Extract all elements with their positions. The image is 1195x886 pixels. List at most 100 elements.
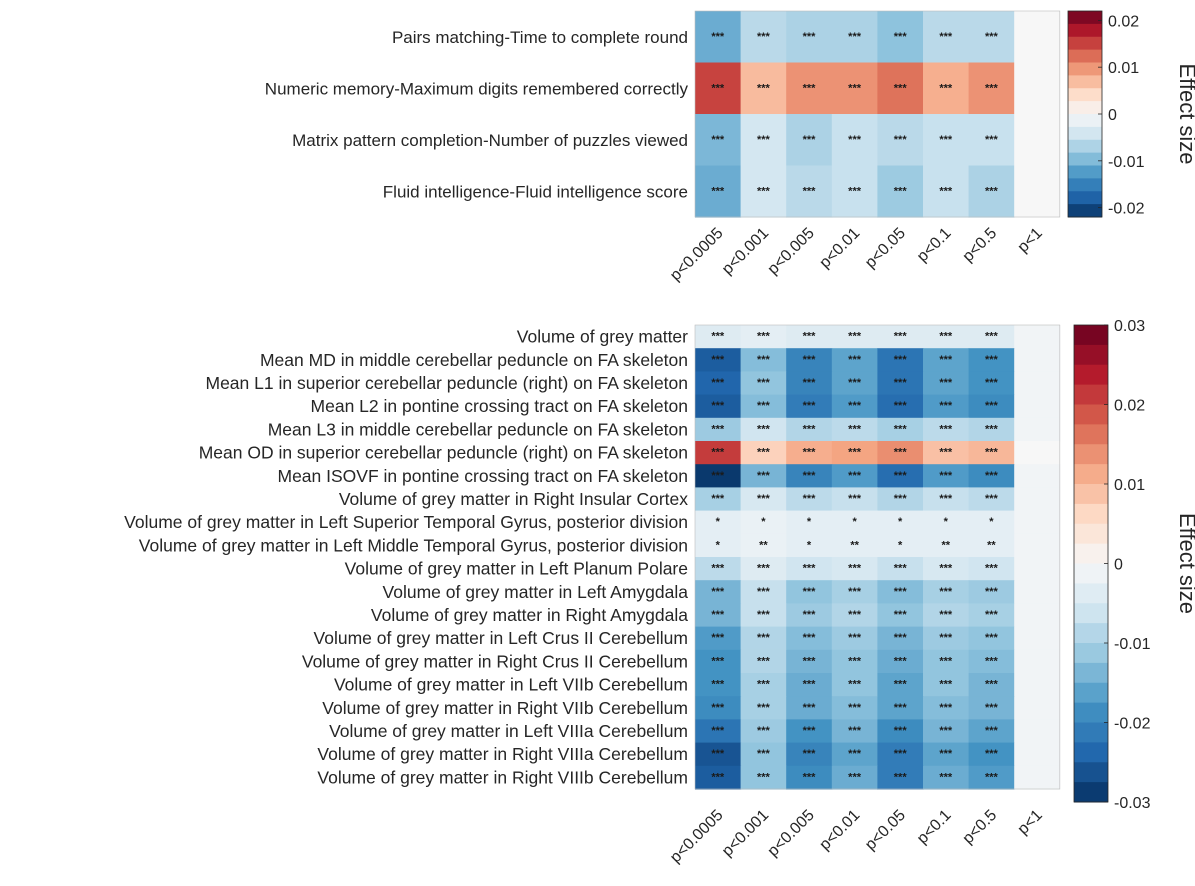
significance-stars: *** bbox=[985, 655, 999, 667]
heatmap-cell bbox=[923, 114, 970, 167]
significance-stars: *** bbox=[757, 655, 771, 667]
heatmap-cell bbox=[786, 765, 833, 790]
significance-stars: *** bbox=[757, 748, 771, 760]
colorbar-tick-label: -0.03 bbox=[1114, 795, 1151, 812]
row-label: Volume of grey matter in Right VIIIb Cer… bbox=[317, 767, 688, 787]
heatmap-frame bbox=[694, 324, 1061, 790]
significance-stars: *** bbox=[985, 354, 999, 366]
heatmap-cell bbox=[695, 114, 742, 167]
heatmap-cell bbox=[1014, 417, 1061, 442]
significance-stars: *** bbox=[757, 447, 771, 459]
significance-stars: *** bbox=[803, 377, 817, 389]
significance-stars: *** bbox=[939, 679, 953, 691]
heatmap-cell bbox=[877, 742, 924, 767]
significance-stars: * bbox=[807, 539, 812, 551]
significance-stars: *** bbox=[894, 679, 908, 691]
heatmap-cell bbox=[740, 533, 787, 558]
colorbar-band bbox=[1074, 404, 1108, 425]
heatmap-cell bbox=[877, 603, 924, 628]
colorbar-band bbox=[1074, 484, 1108, 505]
heatmap-cell bbox=[740, 580, 787, 604]
row-label: Mean MD in middle cerebellar peduncle on… bbox=[260, 350, 688, 370]
heatmap-cell bbox=[740, 394, 787, 419]
x-tick-label: p<0.05 bbox=[862, 225, 909, 272]
significance-stars: *** bbox=[985, 31, 999, 43]
colorbar-band bbox=[1068, 152, 1102, 167]
colorbar-band bbox=[1074, 623, 1108, 644]
x-tick-label: p<1 bbox=[1015, 807, 1046, 838]
colorbar-band bbox=[1068, 126, 1102, 141]
heatmap-cell bbox=[877, 696, 924, 720]
significance-stars: *** bbox=[894, 725, 908, 737]
heatmap-cell bbox=[740, 62, 787, 115]
heatmap-cell bbox=[923, 673, 970, 697]
significance-stars: *** bbox=[803, 493, 817, 505]
significance-stars: *** bbox=[803, 586, 817, 598]
colorbar-band bbox=[1068, 139, 1102, 154]
row-label: Mean L3 in middle cerebellar peduncle on… bbox=[268, 419, 688, 439]
heatmap-cell bbox=[968, 626, 1015, 651]
heatmap-cell bbox=[877, 673, 924, 697]
heatmap-cell bbox=[831, 533, 878, 558]
heatmap-cell bbox=[695, 394, 742, 419]
heatmap-cell bbox=[923, 487, 970, 512]
colorbar-band bbox=[1074, 762, 1108, 783]
heatmap-cell bbox=[1014, 62, 1061, 115]
colorbar-band bbox=[1074, 782, 1108, 803]
heatmap-cell bbox=[695, 371, 742, 396]
significance-stars: *** bbox=[985, 423, 999, 435]
significance-stars: *** bbox=[803, 400, 817, 412]
heatmap-cell bbox=[695, 62, 742, 115]
heatmap-cell bbox=[695, 673, 742, 697]
significance-stars: *** bbox=[848, 586, 862, 598]
heatmap-panel-brain-measures: *** *** *** *** *** *** ****** *** *** *** *** *** *… bbox=[124, 318, 1195, 866]
significance-stars: *** bbox=[757, 354, 771, 366]
significance-stars: * bbox=[944, 516, 949, 528]
significance-stars: *** bbox=[848, 82, 862, 94]
significance-stars: * bbox=[761, 516, 766, 528]
significance-stars: *** bbox=[711, 725, 725, 737]
significance-stars: *** bbox=[939, 609, 953, 621]
heatmap-cell bbox=[923, 417, 970, 442]
colorbar-band bbox=[1068, 62, 1102, 76]
significance-stars: ** bbox=[942, 539, 951, 551]
heatmap-cell bbox=[695, 742, 742, 767]
heatmap-cell bbox=[831, 417, 878, 442]
colorbar-tick-label: -0.02 bbox=[1108, 201, 1145, 218]
heatmap-cell bbox=[923, 557, 970, 581]
significance-stars: *** bbox=[985, 331, 999, 343]
heatmap-cell bbox=[968, 417, 1015, 442]
heatmap-cell bbox=[923, 649, 970, 674]
significance-stars: *** bbox=[757, 725, 771, 737]
significance-stars: *** bbox=[985, 632, 999, 644]
colorbar-band bbox=[1068, 88, 1102, 102]
significance-stars: *** bbox=[803, 331, 817, 343]
heatmap-cell bbox=[786, 626, 833, 651]
colorbar-tick-label: -0.01 bbox=[1114, 636, 1151, 653]
colorbar-band bbox=[1068, 36, 1102, 51]
heatmap-cell bbox=[923, 348, 970, 372]
heatmap-cell bbox=[923, 510, 970, 535]
significance-stars: *** bbox=[757, 377, 771, 389]
heatmap-cell bbox=[831, 557, 878, 581]
heatmap-cell bbox=[740, 696, 787, 720]
colorbar-tick-label: 0.02 bbox=[1108, 13, 1139, 30]
heatmap-cell bbox=[695, 165, 742, 218]
significance-stars: *** bbox=[803, 609, 817, 621]
significance-stars: *** bbox=[939, 725, 953, 737]
heatmap-cell bbox=[831, 510, 878, 535]
heatmap-cell bbox=[831, 114, 878, 167]
row-label: Mean L1 in superior cerebellar peduncle … bbox=[206, 373, 689, 393]
significance-stars: *** bbox=[894, 470, 908, 482]
significance-stars: *** bbox=[711, 748, 725, 760]
colorbar-band bbox=[1068, 101, 1102, 115]
heatmap-cell bbox=[1014, 348, 1061, 372]
colorbar-band bbox=[1074, 563, 1108, 584]
heatmap-cell bbox=[923, 165, 970, 218]
heatmap-cell bbox=[786, 62, 833, 115]
significance-stars: *** bbox=[939, 331, 953, 343]
colorbar-tick-label: -0.01 bbox=[1108, 154, 1145, 171]
significance-stars: *** bbox=[939, 377, 953, 389]
significance-stars: *** bbox=[985, 702, 999, 714]
significance-stars: * bbox=[989, 516, 994, 528]
